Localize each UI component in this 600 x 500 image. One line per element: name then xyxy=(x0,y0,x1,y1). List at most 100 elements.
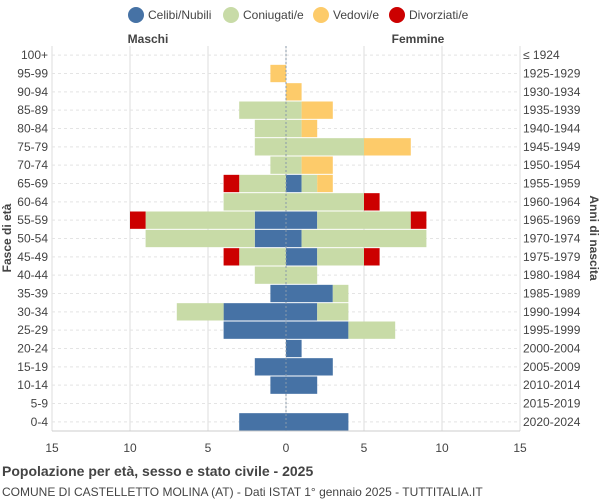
bar-female-coniugati xyxy=(286,193,364,211)
age-label: 35-39 xyxy=(17,287,48,301)
legend-marker xyxy=(389,7,405,23)
bar-female-celibi xyxy=(286,248,318,266)
bar-female-coniugati xyxy=(348,321,396,339)
age-label: 10-14 xyxy=(17,378,48,392)
x-tick-label: 10 xyxy=(123,441,137,455)
age-label: 60-64 xyxy=(17,195,48,209)
bar-male-coniugati xyxy=(239,174,286,193)
age-label: 0-4 xyxy=(31,415,49,429)
legend-label: Celibi/Nubili xyxy=(148,8,211,22)
birth-year-label: 1975-1979 xyxy=(523,250,581,264)
x-tick-label: 0 xyxy=(283,441,290,455)
bar-male-coniugati xyxy=(223,193,286,211)
age-label: 5-9 xyxy=(31,397,49,411)
bar-female-celibi xyxy=(286,321,349,339)
bar-male-celibi xyxy=(254,229,286,248)
x-tick-label: 5 xyxy=(205,441,212,455)
bar-male-celibi xyxy=(223,303,286,321)
age-label: 80-84 xyxy=(17,122,48,136)
birth-year-label: 1925-1929 xyxy=(523,67,581,81)
population-pyramid-chart: 15 10 5 0 5 10 15 100+ ≤ 1924 95-99 1925-1929 90-94… xyxy=(0,7,600,455)
age-label: 100+ xyxy=(21,48,48,62)
bar-female-vedovi xyxy=(286,83,302,101)
age-label: 40-44 xyxy=(17,268,48,282)
legend-marker xyxy=(223,7,239,23)
bar-female-celibi xyxy=(286,229,302,248)
age-label: 30-34 xyxy=(17,305,48,319)
age-label: 65-69 xyxy=(17,177,48,191)
age-label: 25-29 xyxy=(17,323,48,337)
bar-male-coniugati xyxy=(254,119,286,138)
legend-label: Divorziati/e xyxy=(409,8,469,22)
age-label: 50-54 xyxy=(17,232,48,246)
age-label: 95-99 xyxy=(17,67,48,81)
bar-male-vedovi xyxy=(270,64,286,83)
birth-year-label: 1965-1969 xyxy=(523,213,581,227)
bar-male-celibi xyxy=(223,321,286,339)
age-label: 45-49 xyxy=(17,250,48,264)
bar-female-divorziati xyxy=(364,193,380,211)
bar-female-coniugati xyxy=(301,229,427,248)
x-tick-label: 15 xyxy=(513,441,527,455)
birth-year-label: 1940-1944 xyxy=(523,122,581,136)
birth-year-label: ≤ 1924 xyxy=(523,48,560,62)
males-label: Maschi xyxy=(128,32,169,46)
birth-year-label: 1950-1954 xyxy=(523,158,581,172)
x-tick-label: 5 xyxy=(361,441,368,455)
bar-female-coniugati xyxy=(286,266,318,284)
x-tick-label: 15 xyxy=(45,441,59,455)
legend-marker xyxy=(313,7,329,23)
age-label: 70-74 xyxy=(17,158,48,172)
bar-female-vedovi xyxy=(301,156,333,174)
birth-year-label: 1985-1989 xyxy=(523,287,581,301)
bar-male-celibi xyxy=(270,376,286,394)
bar-female-coniugati xyxy=(286,138,364,156)
legend-label: Coniugati/e xyxy=(243,8,304,22)
bar-male-coniugati xyxy=(254,266,286,284)
bar-male-coniugati xyxy=(239,101,286,119)
bar-female-vedovi xyxy=(317,174,333,193)
bar-male-coniugati xyxy=(270,156,286,174)
bar-male-coniugati xyxy=(254,138,286,156)
age-label: 90-94 xyxy=(17,85,48,99)
bar-female-coniugati xyxy=(286,156,302,174)
bar-female-coniugati xyxy=(317,303,349,321)
birth-year-label: 2000-2004 xyxy=(523,342,581,356)
bar-male-celibi xyxy=(254,358,286,376)
bar-female-celibi xyxy=(286,413,349,431)
bar-female-celibi xyxy=(286,303,318,321)
birth-year-label: 2020-2024 xyxy=(523,415,581,429)
birth-year-label: 2005-2009 xyxy=(523,360,581,374)
bar-female-coniugati xyxy=(301,174,318,193)
bar-male-coniugati xyxy=(239,248,286,266)
age-label: 55-59 xyxy=(17,213,48,227)
bar-male-divorziati xyxy=(130,211,146,229)
legend-marker xyxy=(128,7,144,23)
birth-year-label: 1935-1939 xyxy=(523,103,581,117)
bar-male-divorziati xyxy=(223,248,240,266)
chart-title: Popolazione per età, sesso e stato civil… xyxy=(2,463,314,479)
bar-male-coniugati xyxy=(145,229,255,248)
bar-female-vedovi xyxy=(364,138,411,156)
bar-female-vedovi xyxy=(301,101,333,119)
bar-male-divorziati xyxy=(223,174,240,193)
x-tick-label: 10 xyxy=(435,441,449,455)
bar-male-coniugati xyxy=(176,303,224,321)
bar-female-celibi xyxy=(286,358,333,376)
y-axis-label-right: Anni di nascita xyxy=(587,195,600,281)
bar-female-coniugati xyxy=(317,248,364,266)
birth-year-label: 1960-1964 xyxy=(523,195,581,209)
bar-female-coniugati xyxy=(286,119,302,138)
chart-subtitle: COMUNE DI CASTELLETTO MOLINA (AT) - Dati… xyxy=(2,485,483,499)
legend-label: Vedovi/e xyxy=(333,8,379,22)
age-label: 75-79 xyxy=(17,140,48,154)
y-axis-label-left: Fasce di età xyxy=(0,203,14,272)
bar-male-celibi xyxy=(239,413,286,431)
age-label: 20-24 xyxy=(17,342,48,356)
bar-male-celibi xyxy=(254,211,286,229)
bar-female-celibi xyxy=(286,376,318,394)
bar-female-celibi xyxy=(286,211,318,229)
birth-year-label: 2015-2019 xyxy=(523,397,581,411)
bar-female-celibi xyxy=(286,284,333,303)
